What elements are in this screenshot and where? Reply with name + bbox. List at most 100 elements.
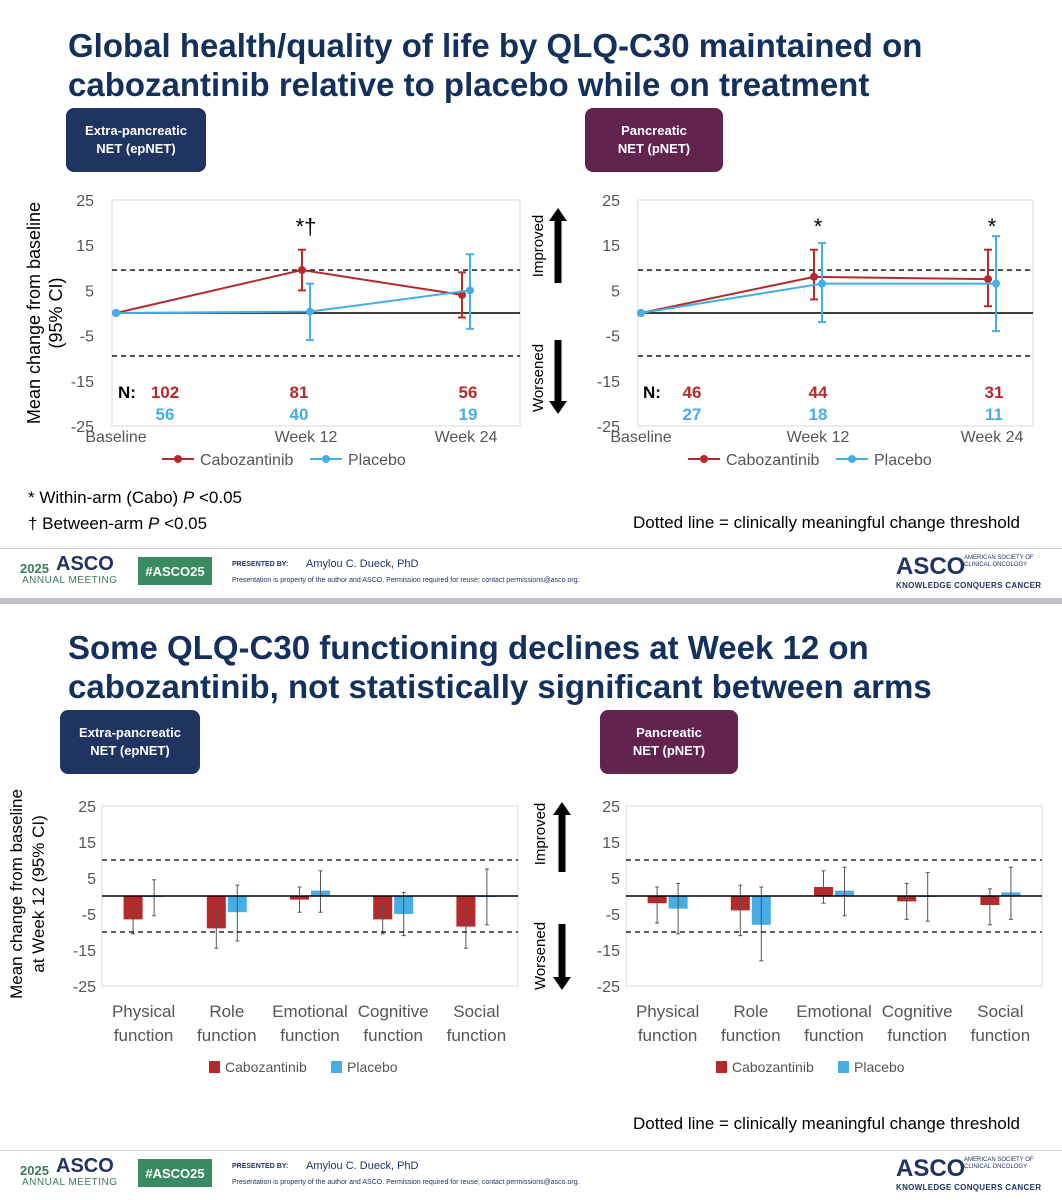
pnet-gh-ytick-3: -5	[606, 329, 620, 346]
footnote-within-arm: * Within-arm (Cabo) P <0.05	[28, 486, 242, 510]
epnet-gh-ylabel-line2: (95% CI)	[46, 277, 66, 348]
footer-meeting: ANNUAL MEETING	[22, 1177, 118, 1188]
footer: 2025 ASCO ANNUAL MEETING #ASCO25 PRESENT…	[0, 548, 1062, 598]
pnet-fn-xtick-3-line1: Cognitive	[882, 1002, 953, 1021]
pnet-gh-annotation-1: *	[814, 214, 823, 239]
pnet-fn-xtick-4-line2: function	[971, 1026, 1031, 1045]
footer-meeting: ANNUAL MEETING	[22, 575, 118, 586]
epnet-fn-xtick-4-line1: Social	[453, 1002, 499, 1021]
epnet-fn-legend-placebo-label: Placebo	[347, 1059, 398, 1075]
epnet-gh-legend-placebo-marker	[322, 455, 330, 463]
footer-year: 2025	[20, 561, 49, 576]
epnet-fn-xtick-3-line2: function	[363, 1026, 423, 1045]
pnet-fn-xtick-4-line1: Social	[977, 1002, 1023, 1021]
pnet-gh-n-label: N:	[643, 383, 661, 402]
epnet-gh-ytick-4: -15	[71, 374, 94, 391]
slide-title: Some QLQ-C30 functioning declines at Wee…	[68, 629, 932, 705]
pnet-fn-xtick-2-line1: Emotional	[796, 1002, 872, 1021]
footer-asco-society-logo: ASCO	[896, 1155, 966, 1182]
threshold-note: Dotted line = clinically meaningful chan…	[633, 1114, 1020, 1133]
footer-year: 2025	[20, 1163, 49, 1178]
epnet-fn-xtick-0-line1: Physical	[112, 1002, 175, 1021]
pnet-gh-legend-cabo-label: Cabozantinib	[726, 452, 820, 469]
pnet-gh-n-placebo-2: 11	[985, 405, 1003, 424]
epnet-gh-point-1-2	[466, 286, 474, 295]
pnet-fn-legend-cabo-label: Cabozantinib	[732, 1059, 814, 1075]
footer-presenter: Amylou C. Dueck, PhD	[306, 558, 419, 570]
epnet-fn-xtick-1-line2: function	[197, 1026, 257, 1045]
footnote2-suffix: <0.05	[159, 514, 208, 533]
epnet-fn-ytick-3: -5	[82, 907, 96, 924]
badge-epnet: Extra-pancreatic NET (epNET)	[66, 108, 206, 172]
pnet-fn-xtick-3-line2: function	[887, 1026, 947, 1045]
epnet-fn-ytick-2: 5	[87, 871, 96, 888]
epnet-gh-annotation-1: *†	[296, 214, 317, 239]
pnet-gh-ytick-5: -25	[597, 419, 620, 436]
footer-presenter: Amylou C. Dueck, PhD	[306, 1160, 419, 1172]
epnet-gh-n-label: N:	[118, 383, 136, 402]
pnet-gh-xtick-0: Baseline	[610, 429, 671, 446]
pnet-fn-legend-placebo-label: Placebo	[854, 1059, 905, 1075]
footnote-between-arm: † Between-arm P <0.05	[28, 512, 207, 536]
threshold-note: Dotted line = clinically meaningful chan…	[633, 513, 1020, 532]
worsened-arrow-head	[553, 977, 571, 990]
epnet-fn-xtick-3-line1: Cognitive	[358, 1002, 429, 1021]
pnet-gh-point-0-2	[984, 275, 992, 284]
epnet-gh-ytick-5: -25	[71, 419, 94, 436]
pnet-fn-ytick-2: 5	[611, 871, 620, 888]
epnet-fn-xtick-2-line2: function	[280, 1026, 340, 1045]
worsened-label: Worsened	[532, 922, 549, 990]
pnet-fn-xtick-1-line2: function	[721, 1026, 781, 1045]
epnet-fn-ylabel-line1: Mean change from baseline	[7, 789, 26, 999]
footer-tagline: KNOWLEDGE CONQUERS CANCER	[896, 1183, 1042, 1192]
epnet-gh-n-placebo-0: 56	[156, 405, 175, 424]
epnet-gh-n-placebo-1: 40	[290, 405, 309, 424]
epnet-fn-ytick-1: 15	[78, 835, 96, 852]
functioning-charts: 25 15 5 -5 -15 -25 Physical function Role functio…	[7, 789, 1043, 1075]
epnet-gh-ytick-3: -5	[80, 329, 94, 346]
epnet-gh-xtick-2: Week 24	[435, 429, 498, 446]
pnet-gh-ytick-1: 15	[602, 238, 620, 255]
pnet-fn-ytick-5: -25	[597, 979, 620, 996]
epnet-gh-n-cabo-1: 81	[290, 383, 309, 402]
epnet-gh-series-line-0	[115, 269, 463, 314]
slide-functioning: Some QLQ-C30 functioning declines at Wee…	[0, 604, 1062, 1200]
pnet-gh-legend-placebo-marker	[848, 455, 856, 463]
badge-pnet: Pancreatic NET (pNET)	[585, 108, 723, 172]
epnet-gh-point-1-1	[306, 307, 314, 316]
pnet-gh-legend-placebo-label: Placebo	[874, 452, 932, 469]
epnet-gh-ytick-1: 15	[76, 238, 94, 255]
pnet-fn-xtick-0-line1: Physical	[636, 1002, 699, 1021]
pnet-fn-xtick-1-line1: Role	[733, 1002, 768, 1021]
footer-asco-logo: ASCO	[56, 1155, 114, 1177]
footer-hashtag: #ASCO25	[138, 557, 212, 585]
slide-global-health: Global health/quality of life by QLQ-C30…	[0, 0, 1062, 598]
epnet-gh-xtick-1: Week 12	[275, 429, 338, 446]
footer-notice: Presentation is property of the author a…	[232, 577, 580, 584]
epnet-fn-legend-cabo-label: Cabozantinib	[225, 1059, 307, 1075]
epnet-gh-point-0-1	[298, 266, 306, 275]
footer-hashtag: #ASCO25	[138, 1159, 212, 1187]
pnet-gh-annotation-2: *	[988, 214, 997, 239]
footer-society: AMERICAN SOCIETY OF CLINICAL ONCOLOGY	[964, 555, 1034, 568]
improved-label: Improved	[532, 803, 549, 866]
pnet-fn-legend-cabo-swatch	[716, 1061, 727, 1073]
pnet-gh-ytick-2: 5	[611, 283, 620, 300]
badge-epnet: Extra-pancreatic NET (epNET)	[60, 710, 200, 774]
epnet-gh-ytick-2: 5	[85, 283, 94, 300]
pnet-gh-n-cabo-0: 46	[683, 383, 702, 402]
pnet-fn-ytick-0: 25	[602, 799, 620, 816]
improved-label: Improved	[530, 215, 547, 278]
footnote1-prefix: * Within-arm (Cabo)	[28, 488, 183, 507]
pnet-fn-ytick-4: -15	[597, 943, 620, 960]
slide-title: Global health/quality of life by QLQ-C30…	[68, 27, 923, 103]
footer-presented-by: PRESENTED BY:	[232, 561, 289, 568]
pnet-fn-xtick-2-line2: function	[804, 1026, 864, 1045]
pnet-gh-ytick-0: 25	[602, 193, 620, 210]
footnote2-p: P	[148, 514, 160, 533]
epnet-fn-ytick-5: -25	[73, 979, 96, 996]
epnet-gh-n-cabo-2: 56	[459, 383, 478, 402]
pnet-gh-point-1-2	[992, 279, 1000, 288]
epnet-fn-legend-placebo-swatch	[331, 1061, 342, 1073]
pnet-gh-n-placebo-0: 27	[683, 405, 702, 424]
